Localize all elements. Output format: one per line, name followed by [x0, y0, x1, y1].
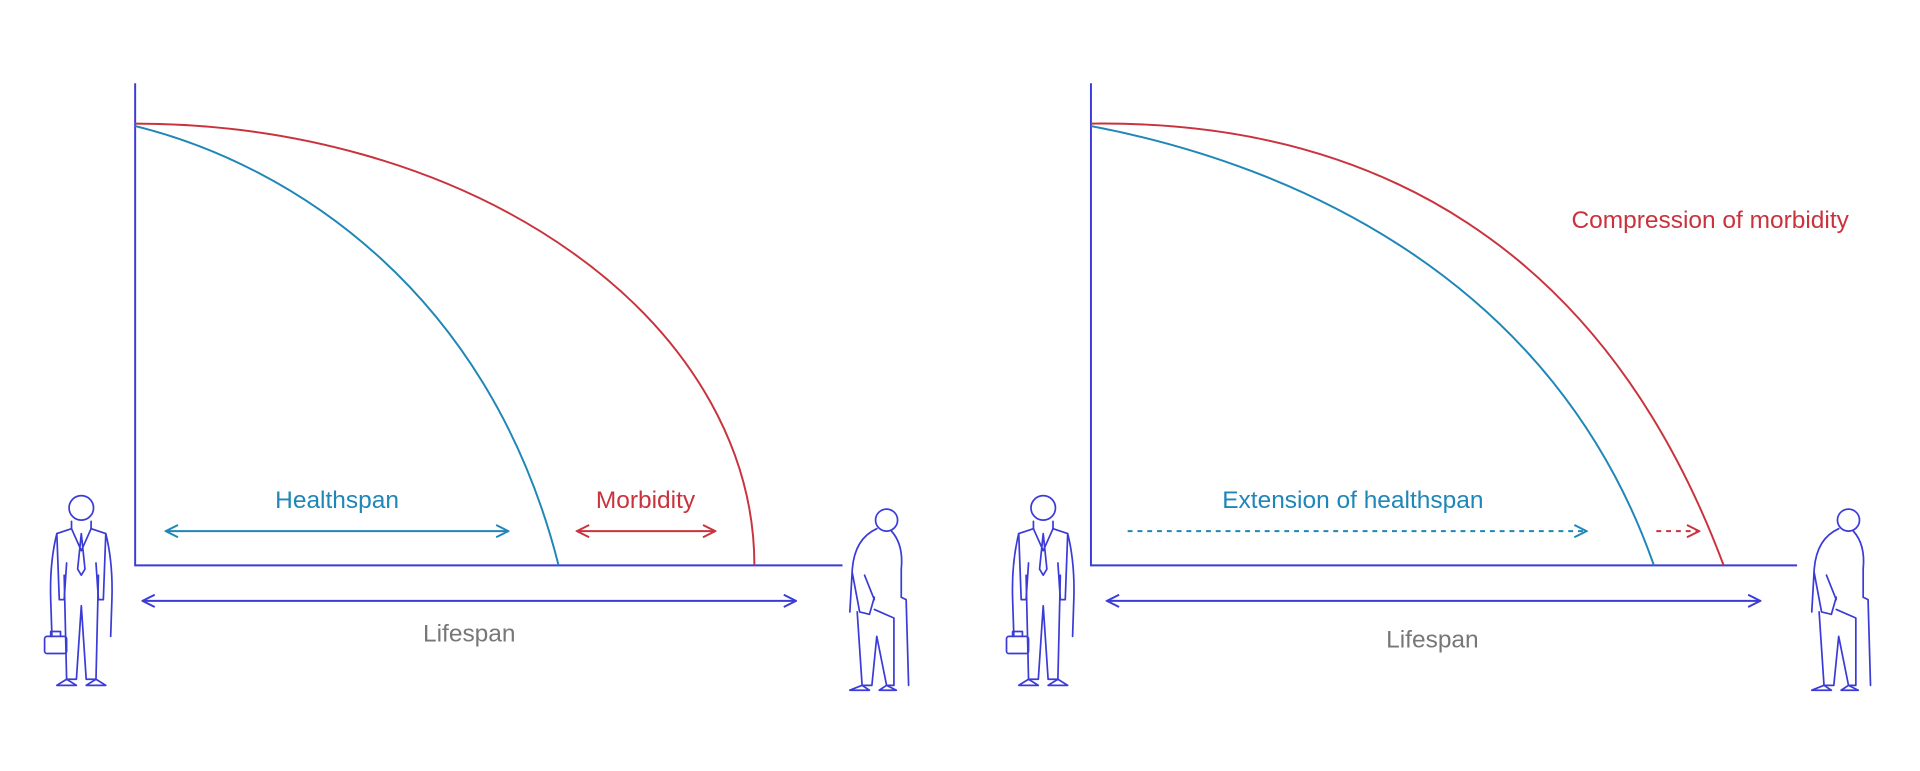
- old-man-icon: [1810, 508, 1872, 692]
- healthspan-curve: [134, 125, 560, 566]
- morbidity-label: Morbidity: [596, 487, 696, 514]
- old-man-icon: [849, 508, 910, 692]
- healthspan-curve: [1090, 125, 1655, 566]
- lifespan-label: Lifespan: [1386, 627, 1479, 654]
- healthspan-label: Extension of healthspan: [1222, 487, 1483, 514]
- lifespan-curve: [135, 122, 756, 566]
- lifespan-label: Lifespan: [423, 621, 516, 648]
- young-man-icon: [1005, 494, 1075, 687]
- axes: [134, 83, 843, 567]
- lifespan-curve: [1090, 122, 1725, 566]
- young-man-icon: [43, 494, 113, 687]
- axes: [1089, 83, 1798, 567]
- healthspan-label: Healthspan: [275, 487, 399, 514]
- morbidity-label: Compression of morbidity: [1571, 207, 1849, 234]
